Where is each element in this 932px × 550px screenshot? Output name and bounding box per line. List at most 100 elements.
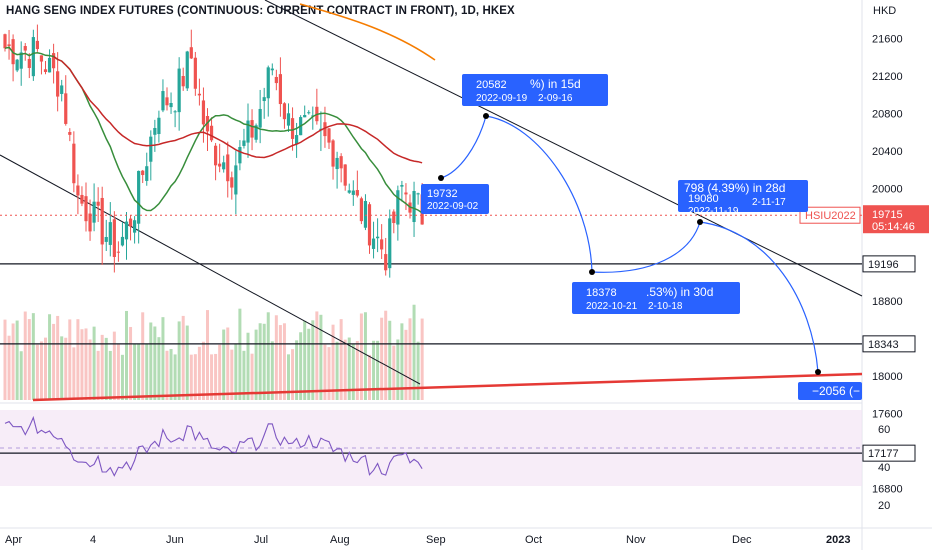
- candle-body: [226, 154, 230, 182]
- volume-bar: [262, 323, 266, 400]
- projection-label-1-text: 19732: [427, 188, 458, 200]
- volume-bar: [80, 329, 84, 400]
- projection-curve: [699, 221, 819, 373]
- candle-body: [307, 112, 311, 114]
- projection-label-5-text: −2056 (−: [812, 384, 860, 398]
- candle-body: [242, 140, 246, 146]
- volume-bar: [238, 308, 242, 400]
- candle-body: [404, 192, 408, 195]
- candle-body: [388, 218, 392, 269]
- candle-body: [258, 108, 262, 128]
- price-tick-label: 18800: [872, 296, 903, 308]
- candle-body: [392, 211, 396, 224]
- volume-bar: [287, 354, 290, 400]
- projection-label-3-text: .53%) in 30d: [646, 285, 713, 299]
- volume-bar: [52, 323, 56, 400]
- candle-body: [47, 57, 52, 73]
- volume-bar: [368, 354, 371, 400]
- volume-bar: [173, 354, 177, 400]
- time-tick-label: Sep: [426, 534, 446, 546]
- ma-long-line: [299, 3, 436, 61]
- projection-curve: [485, 115, 593, 273]
- current-price-value: 19715: [872, 209, 903, 221]
- projection-label-4-text: 798 (4.39%) in 28d: [684, 181, 785, 195]
- time-tick-label: Aug: [330, 534, 350, 546]
- candle-body: [230, 177, 234, 188]
- candle-body: [262, 97, 266, 102]
- volume-bar: [129, 326, 133, 400]
- candle-body: [376, 236, 380, 239]
- volume-bar: [327, 347, 331, 400]
- price-tick-label: 18000: [872, 371, 903, 383]
- volume-bar: [64, 337, 68, 400]
- time-tick-label: Jun: [166, 534, 184, 546]
- price-tick-label: 21200: [872, 71, 903, 83]
- volume-bar: [347, 337, 351, 400]
- projection-label-4-text: 2022-11-19: [688, 206, 739, 217]
- candle-body: [351, 190, 355, 195]
- candle-body: [331, 140, 335, 167]
- candle-body: [238, 147, 242, 164]
- projection-point: [438, 175, 444, 181]
- price-tick-label: 20800: [872, 109, 903, 121]
- rsi-line: [4, 415, 423, 477]
- candle-body: [165, 97, 169, 106]
- volume-bar: [177, 321, 181, 400]
- candle-body: [363, 200, 368, 228]
- volume-bar: [88, 339, 92, 400]
- volume-bar: [84, 328, 88, 400]
- price-tick-label: 16800: [872, 484, 903, 496]
- candle-body: [173, 111, 177, 113]
- rsi-tick-label: 20: [878, 500, 890, 512]
- support-line: [32, 372, 863, 402]
- price-tick-label: 20400: [872, 146, 903, 158]
- volume-bar: [218, 344, 222, 400]
- candle-body: [400, 185, 404, 187]
- volume-bar: [351, 343, 355, 400]
- volume-bar: [104, 337, 108, 400]
- volume-bar: [96, 350, 100, 400]
- volume-bar: [153, 326, 157, 400]
- candle-body: [355, 190, 359, 196]
- candle-body: [266, 67, 270, 99]
- volume-bar: [299, 332, 303, 400]
- volume-bar: [380, 317, 384, 400]
- candle-body: [335, 157, 339, 170]
- rsi-tick-label: 60: [878, 424, 890, 436]
- projection-point: [483, 113, 489, 119]
- price-tick-label: 17600: [872, 409, 903, 421]
- volume-bar: [258, 323, 262, 400]
- volume-bar: [31, 313, 35, 400]
- volume-bar: [282, 323, 286, 400]
- candle-body: [145, 166, 149, 181]
- candle-body: [19, 52, 23, 69]
- candle-body: [3, 34, 7, 49]
- volume-bar: [335, 341, 339, 400]
- volume-bar: [384, 310, 388, 400]
- projection-label-3-text: 2022-10-21: [586, 301, 638, 312]
- volume-bar: [189, 354, 193, 400]
- volume-bar: [44, 337, 47, 400]
- volume-bar: [206, 310, 209, 400]
- level-label: 17177: [868, 448, 899, 460]
- volume-bar: [197, 346, 201, 400]
- chart-title: HANG SENG INDEX FUTURES (CONTINUOUS: CUR…: [6, 5, 515, 17]
- projection-label-1-text: 2022-09-02: [427, 201, 479, 212]
- projection-label-2-box: [462, 74, 608, 106]
- candle-body: [367, 204, 372, 246]
- volume-bar: [161, 317, 165, 400]
- candle-body: [412, 191, 416, 223]
- volume-bar: [412, 304, 416, 400]
- volume-bar: [3, 319, 7, 400]
- level-label-box: [862, 255, 916, 273]
- time-tick-label: Dec: [732, 534, 752, 546]
- level-label: 18343: [868, 339, 899, 351]
- volume-bar: [157, 337, 161, 400]
- candle-body: [359, 198, 363, 222]
- volume-bar: [359, 313, 363, 400]
- candle-body: [246, 120, 250, 143]
- volume-bar: [254, 329, 258, 400]
- candle-body: [124, 221, 129, 240]
- candle-body: [104, 236, 108, 242]
